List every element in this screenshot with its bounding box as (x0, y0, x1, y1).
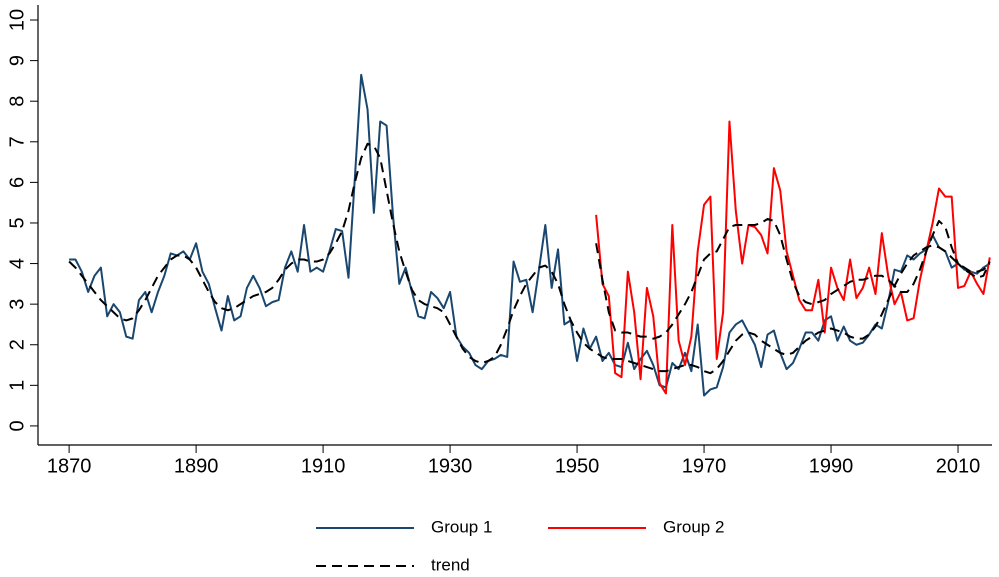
trend-line (68, 142, 991, 375)
x-tick-label: 1890 (174, 455, 219, 477)
x-tick-label: 2010 (936, 455, 981, 477)
y-tick-label: 0 (6, 420, 28, 431)
y-tick-label: 9 (6, 55, 28, 66)
y-tick-label: 4 (6, 258, 28, 269)
y-tick-label: 3 (6, 299, 28, 310)
y-tick-label: 2 (6, 339, 28, 350)
y-tick-label: 10 (6, 9, 28, 31)
x-tick-label: 1950 (555, 455, 600, 477)
legend-label: Group 2 (663, 517, 724, 536)
y-tick-label: 7 (6, 136, 28, 147)
legend-label: trend (431, 555, 470, 574)
y-tick-label: 1 (6, 380, 28, 391)
y-tick-label: 6 (6, 177, 28, 188)
x-tick-label: 1870 (47, 455, 92, 477)
x-tick-label: 1990 (809, 455, 854, 477)
x-tick-label: 1930 (428, 455, 473, 477)
x-tick-label: 1970 (682, 455, 727, 477)
legend-label: Group 1 (431, 517, 492, 536)
series-line (69, 73, 991, 397)
series-line (595, 120, 991, 395)
x-tick-label: 1910 (301, 455, 346, 477)
y-tick-label: 8 (6, 96, 28, 107)
trend-line (595, 217, 991, 340)
y-tick-label: 5 (6, 217, 28, 228)
